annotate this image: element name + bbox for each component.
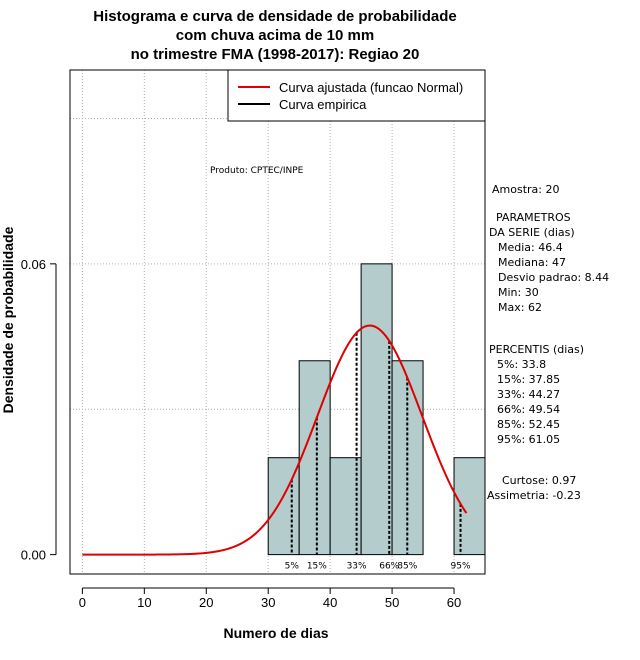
- x-tick-label-4: 40: [323, 595, 337, 610]
- param-min: Min: 30: [498, 286, 539, 299]
- y-axis: 0.00 0.06: [21, 257, 57, 563]
- y-tick-label-0: 0.00: [21, 548, 46, 563]
- histogram-bar-3: [360, 263, 393, 556]
- percentil-5: 5%: 33.8: [497, 358, 546, 371]
- param-stddev: Desvio padrao: 8.44: [498, 271, 609, 284]
- sample-size: Amostra: 20: [492, 183, 559, 196]
- legend-label-empirical: Curva empirica: [279, 97, 367, 112]
- params-title-2: DA SERIE (dias): [489, 226, 575, 239]
- param-mean: Media: 46.4: [498, 241, 563, 254]
- param-median: Mediana: 47: [498, 256, 566, 269]
- histogram-bar-6: [453, 457, 486, 556]
- legend: Curva ajustada (funcao Normal) Curva emp…: [227, 69, 486, 122]
- x-tick-label-0: 0: [79, 595, 86, 610]
- x-tick-label-2: 20: [199, 595, 213, 610]
- legend-box: [227, 69, 486, 122]
- skewness: Assimetria: -0.23: [487, 489, 581, 502]
- kurtosis: Curtose: 0.97: [502, 474, 576, 487]
- percentile-lines: 5% 15% 33% 66%85% 95%: [285, 332, 471, 572]
- percentil-33: 33%: 44.27: [497, 388, 560, 401]
- percentile-label-3: 66%: [379, 562, 399, 572]
- chart-title-line-3: no trimestre FMA (1998-2017): Regiao 20: [131, 46, 420, 63]
- percentile-label-1: 15%: [307, 562, 327, 572]
- percentil-95: 95%: 61.05: [497, 433, 560, 446]
- stats-panel: Amostra: 20 PARAMETROS DA SERIE (dias) M…: [487, 183, 609, 502]
- percentile-label-4: 85%: [397, 562, 417, 572]
- percentile-label-5: 95%: [451, 562, 471, 572]
- percentis-title: PERCENTIS (dias): [489, 343, 584, 356]
- percentil-85: 85%: 52.45: [497, 418, 560, 431]
- chart-title-line-1: Histograma e curva de densidade de proba…: [93, 8, 456, 25]
- y-tick-label-1: 0.06: [21, 257, 46, 272]
- x-tick-label-6: 60: [447, 595, 461, 610]
- x-tick-label-3: 30: [261, 595, 275, 610]
- param-max: Max: 62: [498, 301, 542, 314]
- percentil-15: 15%: 37.85: [497, 373, 560, 386]
- legend-label-fit: Curva ajustada (funcao Normal): [279, 80, 463, 95]
- x-tick-label-1: 10: [137, 595, 151, 610]
- histogram-bar-1: [298, 360, 331, 556]
- x-axis-title: Numero de dias: [223, 625, 328, 641]
- histogram-bars: [267, 263, 486, 556]
- chart-title-line-2: com chuva acima de 10 mm: [176, 27, 374, 44]
- normal-fit-curve: [82, 324, 468, 556]
- percentil-66: 66%: 49.54: [497, 403, 560, 416]
- percentile-label-2: 33%: [347, 562, 367, 572]
- x-axis: 0 10 20 30 40 50 60: [79, 587, 461, 610]
- y-axis-title: Densidade de probabilidade: [0, 226, 16, 413]
- percentile-label-0: 5%: [285, 562, 300, 572]
- x-tick-label-5: 50: [385, 595, 399, 610]
- product-annotation: Produto: CPTEC/INPE: [210, 166, 304, 176]
- params-title-1: PARAMETROS: [496, 211, 571, 224]
